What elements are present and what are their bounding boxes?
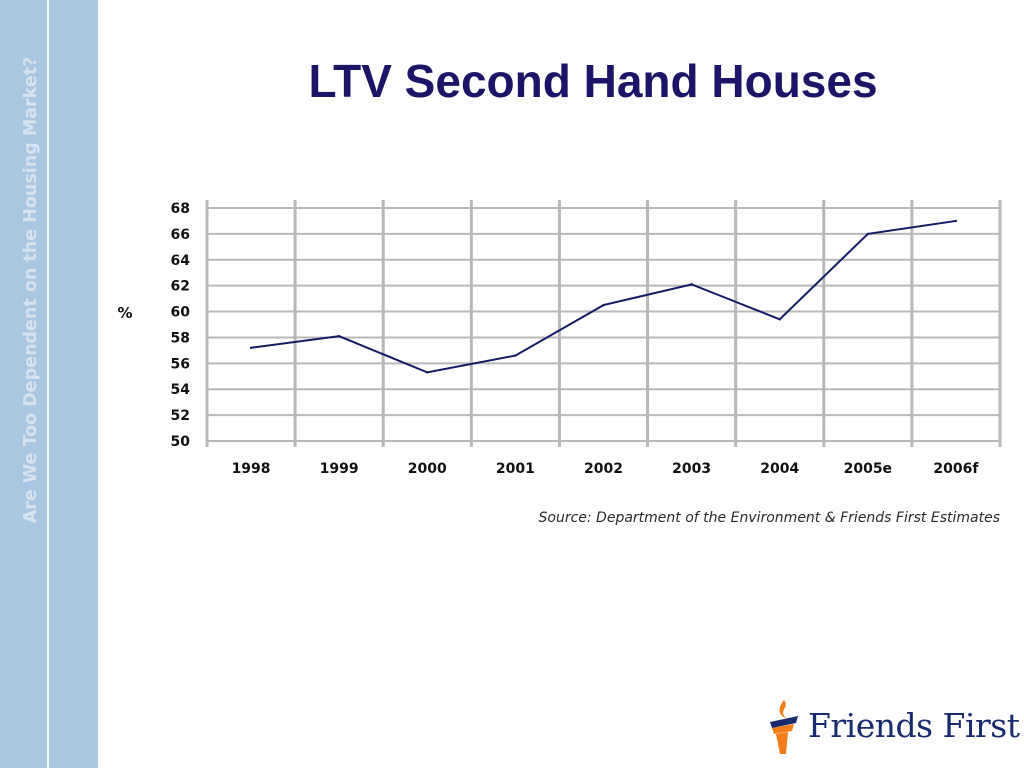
y-tick-label: 50 <box>171 434 191 450</box>
y-tick-label: 62 <box>171 279 190 295</box>
series-line <box>250 219 957 374</box>
y-tick-label: 58 <box>171 330 190 346</box>
sidebar: Are We Too Dependent on the Housing Mark… <box>0 0 98 768</box>
sidebar-divider <box>47 0 49 768</box>
data-point <box>866 232 870 236</box>
y-tick-label: 56 <box>171 356 190 372</box>
slide-title: LTV Second Hand Houses <box>308 55 878 107</box>
data-point <box>337 334 341 338</box>
x-tick-label: 2004 <box>760 461 799 477</box>
x-tick-label: 2003 <box>672 461 711 477</box>
y-axis-label: % <box>117 304 132 322</box>
y-tick-label: 66 <box>171 227 190 243</box>
y-tick-label: 60 <box>171 305 191 321</box>
y-tick-label: 52 <box>171 408 190 424</box>
x-tick-label: 2006f <box>933 461 979 477</box>
x-tick-label: 1998 <box>232 461 271 477</box>
source-note: Source: Department of the Environment & … <box>538 510 1001 526</box>
y-tick-label: 54 <box>171 382 191 398</box>
x-tick-label: 2001 <box>496 461 535 477</box>
x-tick-label: 1999 <box>320 461 359 477</box>
x-tick-label: 2002 <box>584 461 623 477</box>
data-point <box>954 219 958 223</box>
friends-first-logo: Friends First <box>762 696 1024 758</box>
data-point <box>690 283 693 286</box>
logo-text: Friends First <box>808 706 1020 745</box>
flame-torch-icon <box>770 700 798 754</box>
data-point <box>778 318 781 321</box>
data-point <box>426 371 429 374</box>
x-tick-label: 2000 <box>408 461 447 477</box>
y-tick-label: 68 <box>171 201 190 217</box>
y-tick-label: 64 <box>171 253 191 269</box>
x-tick-label: 2005e <box>844 461 892 477</box>
data-point <box>249 346 253 349</box>
data-point <box>602 303 605 307</box>
data-point <box>514 354 517 357</box>
